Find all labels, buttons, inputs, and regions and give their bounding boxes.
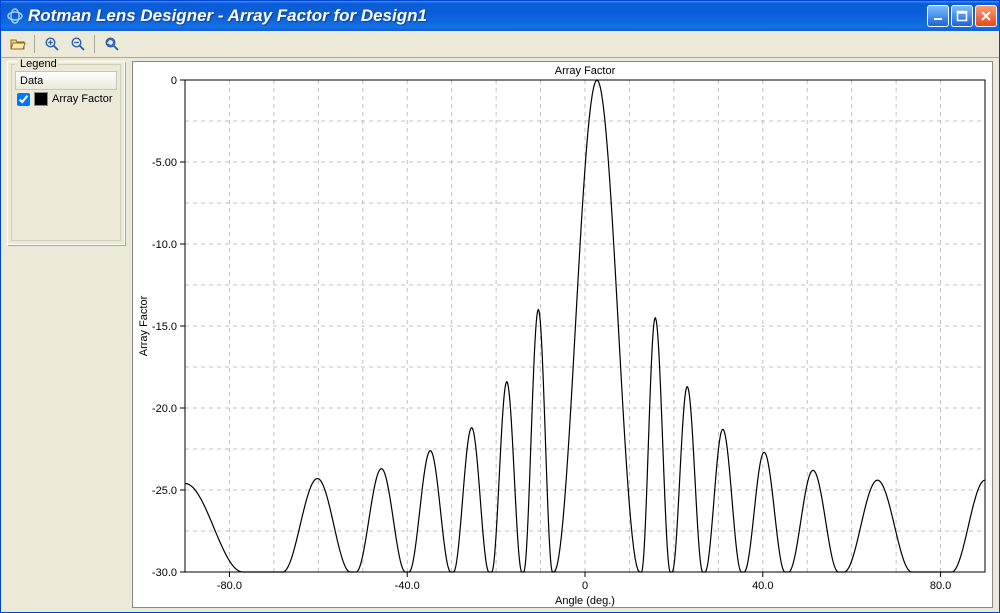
app-icon [7,8,23,24]
zoom-in-button[interactable] [39,32,64,56]
ytick-label: 0 [171,75,177,87]
close-button[interactable] [975,5,997,27]
ytick-label: -15.0 [152,321,177,333]
xtick-label: 40.0 [752,580,773,592]
ytick-label: -20.0 [152,403,177,415]
chart-panel: Array Factor -80.0 -40.0 0 40.0 80.0 -30.0 -25.… [132,61,993,608]
chart-title: Array Factor [555,65,616,77]
open-button[interactable] [5,32,30,56]
toolbar [1,31,999,58]
legend-header[interactable]: Data [15,71,117,90]
xtick-label: -80.0 [217,580,242,592]
ytick-label: -10.0 [152,239,177,251]
legend-groupbox: Legend Data Array Factor [11,64,121,241]
legend-row[interactable]: Array Factor [15,90,117,108]
maximize-button[interactable] [951,5,973,27]
zoom-out-button[interactable] [65,32,90,56]
legend-table: Data Array Factor [15,71,117,108]
legend-group-label: Legend [18,58,59,70]
toolbar-separator [34,35,35,53]
xlabel: Angle (deg.) [555,595,615,607]
ylabel: Array Factor [138,295,150,356]
app-window: Rotman Lens Designer - Array Factor for … [0,0,1000,613]
window-title: Rotman Lens Designer - Array Factor for … [28,6,927,26]
client-area: Legend Data Array Factor Array Factor -80… [2,58,998,611]
ytick-label: -25.0 [152,485,177,497]
xtick-label: 0 [582,580,588,592]
titlebar[interactable]: Rotman Lens Designer - Array Factor for … [1,1,999,31]
ytick-label: -30.0 [152,567,177,579]
chart-svg: Array Factor -80.0 -40.0 0 40.0 80.0 -30.0 -25.… [133,62,995,610]
window-buttons [927,5,997,27]
xtick-label: -40.0 [395,580,420,592]
legend-item-label: Array Factor [52,93,113,105]
legend-panel: Legend Data Array Factor [7,61,125,245]
ytick-label: -5.00 [152,157,177,169]
minimize-button[interactable] [927,5,949,27]
legend-checkbox[interactable] [17,93,30,106]
xtick-label: 80.0 [930,580,951,592]
zoom-reset-button[interactable] [99,32,124,56]
legend-swatch [34,92,48,106]
toolbar-separator [94,35,95,53]
